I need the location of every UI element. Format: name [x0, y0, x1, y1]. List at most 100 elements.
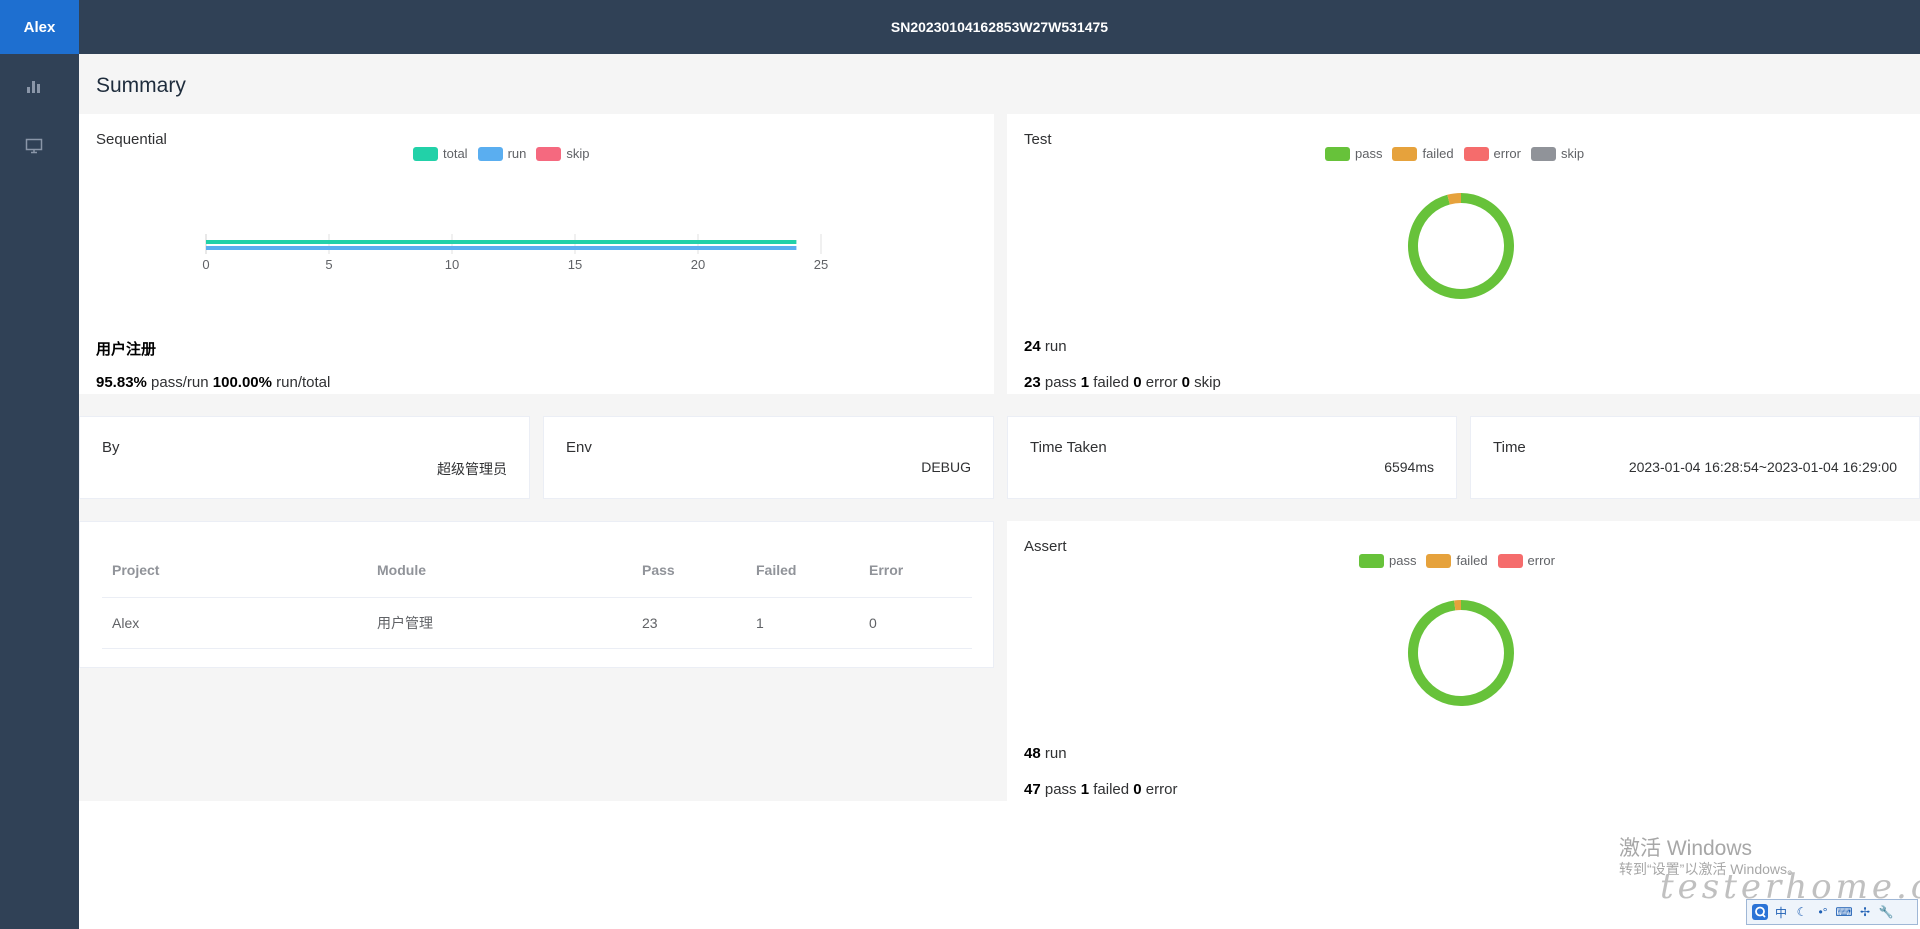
run-rate-label: run/total — [276, 374, 331, 391]
legend-swatch-pass — [1325, 146, 1350, 161]
bar-chart-icon[interactable] — [22, 74, 46, 98]
legend-item-skip[interactable]: skip — [536, 146, 590, 161]
assert-legend: pass failed error — [1359, 553, 1565, 568]
test-donut-chart — [1408, 193, 1514, 299]
table-header-row: Project Module Pass Failed Error — [102, 544, 972, 598]
legend-swatch-failed — [1392, 146, 1418, 161]
page-title: Summary — [96, 74, 186, 97]
project-table: Project Module Pass Failed Error Alex 用户… — [102, 544, 972, 649]
ime-settings-icon[interactable]: 🔧 — [1878, 905, 1894, 919]
legend-item-run[interactable]: run — [477, 146, 526, 161]
sequential-rates: 95.83% pass/run 100.00% run/total — [96, 374, 330, 391]
legend-swatch-run — [477, 146, 503, 161]
legend-swatch-skip — [536, 146, 562, 161]
test-run-count: 24 — [1024, 338, 1041, 355]
sequential-legend: total run skip — [413, 146, 600, 161]
slice-pass[interactable] — [1408, 600, 1514, 706]
assert-failed-count: 1 — [1080, 781, 1090, 798]
ime-moon-icon[interactable]: ☾ — [1796, 905, 1808, 919]
ime-skin-icon[interactable]: ✢ — [1859, 905, 1871, 919]
main-content: Summary Sequential total run skip 0 5 10 15… — [79, 54, 1920, 801]
legend-item-error[interactable]: error — [1463, 146, 1521, 161]
slice-pass[interactable] — [1408, 193, 1514, 299]
by-card: By 超级管理员 — [79, 416, 530, 499]
run-rate: 100.00% — [212, 374, 272, 391]
cell-pass: 23 — [632, 597, 746, 649]
test-failed-count: 1 — [1080, 374, 1090, 391]
activation-watermark-subtitle: 转到“设置”以激活 Windows。 — [1619, 861, 1802, 877]
sequential-bar-chart: 0 5 10 15 20 25 — [202, 234, 828, 272]
legend-swatch-failed — [1426, 553, 1452, 568]
table-row[interactable]: Alex 用户管理 23 1 0 — [102, 597, 972, 649]
x-tick-label: 25 — [814, 257, 828, 272]
test-result-line: 23 pass 1 failed 0 error 0 skip — [1024, 374, 1221, 391]
assert-error-count: 0 — [1133, 781, 1142, 798]
column-header-project: Project — [102, 544, 367, 598]
assert-pass-count: 47 — [1024, 781, 1041, 798]
assert-card: Assert pass failed error 48 run 47 pass … — [1007, 521, 1920, 801]
test-card: Test pass failed error skip 24 run 23 pa… — [1007, 114, 1920, 394]
report-id: SN20230104162853W27W531475 — [890, 19, 1109, 35]
bar-total[interactable] — [206, 240, 797, 244]
activation-watermark-title: 激活 Windows — [1619, 837, 1753, 860]
ime-keyboard-icon[interactable]: ⌨ — [1835, 905, 1853, 919]
x-tick-label: 15 — [568, 257, 582, 272]
x-tick-label: 0 — [202, 257, 209, 272]
legend-item-total[interactable]: total — [413, 146, 468, 161]
brand-logo[interactable]: Alex — [0, 0, 79, 54]
bar-run[interactable] — [206, 246, 797, 250]
cell-error: 0 — [859, 597, 972, 649]
assert-result-line: 47 pass 1 failed 0 error — [1024, 781, 1178, 798]
legend-swatch-pass — [1359, 553, 1384, 568]
time-taken-value: 6594ms — [1384, 459, 1434, 475]
by-label: By — [102, 439, 120, 456]
column-header-failed: Failed — [746, 544, 859, 598]
time-card: Time 2023-01-04 16:28:54~2023-01-04 16:2… — [1470, 416, 1920, 499]
env-label: Env — [566, 439, 592, 456]
legend-item-skip[interactable]: skip — [1531, 146, 1584, 161]
report-header: SN20230104162853W27W531475 — [79, 0, 1920, 54]
test-pass-count: 23 — [1024, 374, 1041, 391]
sequential-card: Sequential total run skip 0 5 10 15 20 25 用户注… — [79, 114, 994, 394]
test-error-count: 0 — [1133, 374, 1142, 391]
legend-item-failed[interactable]: failed — [1426, 553, 1488, 568]
assert-title: Assert — [1024, 538, 1067, 555]
test-skip-count: 0 — [1181, 374, 1190, 391]
env-card: Env DEBUG — [543, 416, 994, 499]
ime-punctuation-icon[interactable]: •° — [1818, 905, 1828, 919]
legend-swatch-skip — [1531, 146, 1556, 161]
by-value: 超级管理员 — [437, 461, 507, 477]
legend-item-pass[interactable]: pass — [1359, 553, 1416, 568]
column-header-error: Error — [859, 544, 972, 598]
assert-donut-chart — [1408, 600, 1514, 706]
test-run-line: 24 run — [1024, 338, 1067, 355]
legend-swatch-total — [413, 146, 438, 161]
legend-swatch-error — [1463, 146, 1489, 161]
ime-chinese-mode[interactable]: 中 — [1774, 905, 1787, 920]
pass-rate: 95.83% — [96, 374, 147, 391]
legend-item-error[interactable]: error — [1497, 553, 1555, 568]
column-header-pass: Pass — [632, 544, 746, 598]
env-value: DEBUG — [921, 459, 971, 475]
ime-logo-icon[interactable] — [1751, 903, 1769, 921]
test-legend: pass failed error skip — [1325, 146, 1594, 161]
legend-item-pass[interactable]: pass — [1325, 146, 1382, 161]
sequential-title: Sequential — [96, 131, 167, 148]
x-tick-label: 10 — [445, 257, 459, 272]
project-table-card: Project Module Pass Failed Error Alex 用户… — [79, 521, 994, 668]
legend-item-failed[interactable]: failed — [1392, 146, 1454, 161]
time-taken-label: Time Taken — [1030, 439, 1107, 456]
ime-toolbar: 中 ☾ •° ⌨ ✢ 🔧 — [1746, 899, 1918, 925]
cell-project: Alex — [102, 597, 367, 649]
assert-run-count: 48 — [1024, 745, 1041, 762]
legend-swatch-error — [1497, 553, 1523, 568]
monitor-icon[interactable] — [22, 134, 46, 158]
cell-module: 用户管理 — [367, 597, 632, 649]
cell-failed: 1 — [746, 597, 859, 649]
x-tick-label: 5 — [325, 257, 332, 272]
assert-run-line: 48 run — [1024, 745, 1067, 762]
x-tick-label: 20 — [691, 257, 705, 272]
slice-failed[interactable] — [1447, 193, 1462, 205]
sidebar: Alex — [0, 0, 79, 929]
time-label: Time — [1493, 439, 1526, 456]
